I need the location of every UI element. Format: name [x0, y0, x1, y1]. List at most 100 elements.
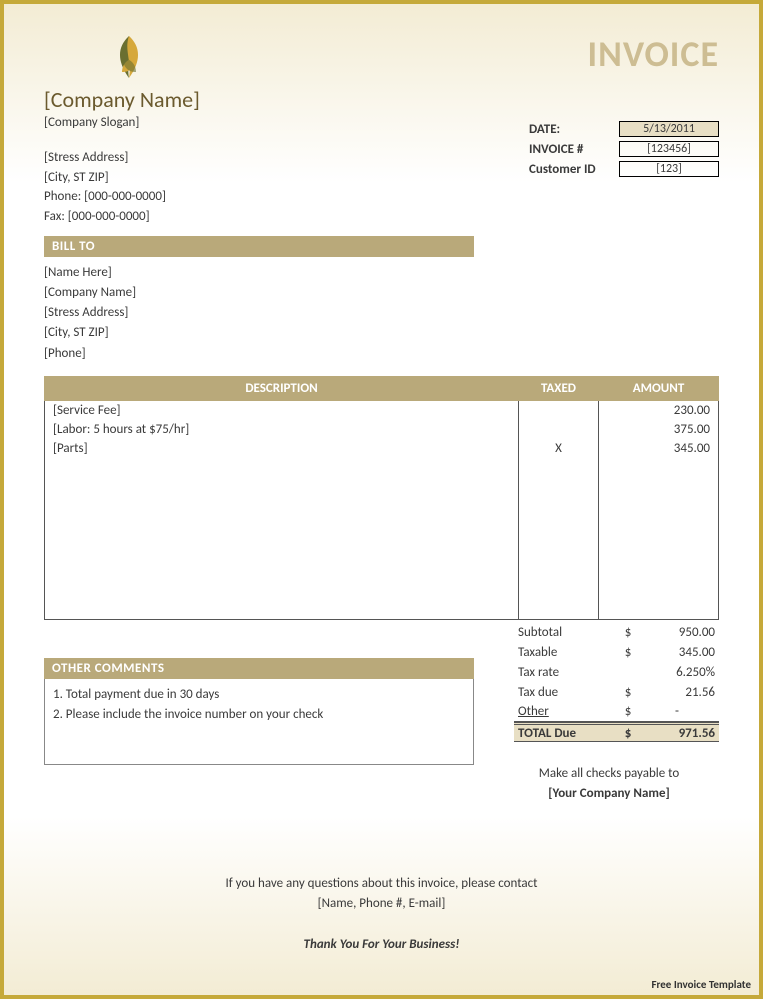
cell-description	[45, 458, 519, 476]
other-label: Other	[514, 704, 617, 719]
cell-amount	[599, 458, 719, 476]
col-amount: AMOUNT	[599, 376, 719, 400]
cell-taxed	[519, 420, 599, 439]
cell-amount	[599, 494, 719, 512]
footer-contact-2: [Name, Phone #, E-mail]	[4, 894, 759, 914]
taxable-currency: $	[617, 645, 639, 660]
subtotal-currency: $	[617, 625, 639, 640]
other-value: -	[639, 704, 719, 719]
cell-amount	[599, 530, 719, 548]
cell-taxed	[519, 512, 599, 530]
table-row: [Parts]X345.00	[45, 439, 719, 458]
bill-to-address: [Stress Address]	[44, 303, 719, 323]
from-phone: Phone: [000-000-0000]	[44, 187, 719, 207]
taxrate-row: Tax rate 6.250%	[514, 662, 719, 682]
invoice-page: [Company Name] [Company Slogan] INVOICE …	[0, 0, 763, 999]
comments-heading: OTHER COMMENTS	[44, 658, 474, 679]
template-credit: Free Invoice Template	[651, 978, 751, 991]
cell-taxed	[519, 400, 599, 420]
taxable-row: Taxable $ 345.00	[514, 642, 719, 662]
payable-line-2: [Your Company Name]	[499, 784, 719, 804]
cell-amount: 345.00	[599, 439, 719, 458]
company-slogan: [Company Slogan]	[44, 115, 200, 130]
subtotal-row: Subtotal $ 950.00	[514, 622, 719, 642]
from-fax: Fax: [000-000-0000]	[44, 207, 719, 227]
flame-leaf-icon	[104, 32, 154, 82]
cell-taxed	[519, 476, 599, 494]
header-row: [Company Name] [Company Slogan] INVOICE	[44, 32, 719, 130]
table-row: [Service Fee] 230.00	[45, 400, 719, 420]
company-name: [Company Name]	[44, 86, 200, 113]
cell-taxed: X	[519, 439, 599, 458]
table-row	[45, 602, 719, 620]
comments-box: 1. Total payment due in 30 days 2. Pleas…	[44, 679, 474, 765]
cell-amount	[599, 512, 719, 530]
taxable-value: 345.00	[639, 645, 719, 660]
cell-description: [Service Fee]	[45, 400, 519, 420]
comment-line-1: 1. Total payment due in 30 days	[53, 685, 465, 705]
footer-contact-1: If you have any questions about this inv…	[4, 874, 759, 894]
total-currency: $	[617, 726, 639, 741]
cell-description	[45, 584, 519, 602]
cell-description	[45, 602, 519, 620]
invoice-number-label: INVOICE #	[529, 142, 619, 157]
meta-customer-row: Customer ID [123]	[529, 159, 719, 179]
cell-amount	[599, 584, 719, 602]
summary-block: Subtotal $ 950.00 Taxable $ 345.00 Tax r…	[514, 622, 719, 742]
col-description: DESCRIPTION	[45, 376, 519, 400]
taxrate-value: 6.250%	[639, 665, 719, 680]
table-row	[45, 494, 719, 512]
table-row	[45, 584, 719, 602]
other-currency: $	[617, 704, 639, 719]
cell-description	[45, 512, 519, 530]
payable-block: Make all checks payable to [Your Company…	[499, 764, 719, 803]
col-taxed: TAXED	[519, 376, 599, 400]
cell-taxed	[519, 530, 599, 548]
table-row: [Labor: 5 hours at $75/hr] 375.00	[45, 420, 719, 439]
taxdue-row: Tax due $ 21.56	[514, 682, 719, 702]
total-label: TOTAL Due	[514, 726, 617, 741]
bill-to-heading: BILL TO	[44, 236, 474, 257]
total-value: 971.56	[639, 726, 719, 741]
total-due-row: TOTAL Due $ 971.56	[514, 722, 719, 742]
subtotal-label: Subtotal	[514, 625, 617, 640]
taxdue-value: 21.56	[639, 685, 719, 700]
taxdue-label: Tax due	[514, 685, 617, 700]
customer-id-value: [123]	[619, 161, 719, 177]
bill-to-block: [Name Here] [Company Name] [Stress Addre…	[44, 263, 719, 364]
date-label: DATE:	[529, 122, 619, 137]
table-row	[45, 476, 719, 494]
other-row: Other $ -	[514, 702, 719, 722]
cell-taxed	[519, 584, 599, 602]
cell-taxed	[519, 494, 599, 512]
bill-to-company: [Company Name]	[44, 283, 719, 303]
table-row	[45, 512, 719, 530]
meta-invoice-row: INVOICE # [123456]	[529, 139, 719, 159]
cell-amount	[599, 602, 719, 620]
comment-line-2: 2. Please include the invoice number on …	[53, 705, 465, 725]
date-value: 5/13/2011	[619, 121, 719, 137]
cell-taxed	[519, 602, 599, 620]
taxdue-currency: $	[617, 685, 639, 700]
cell-taxed	[519, 566, 599, 584]
subtotal-value: 950.00	[639, 625, 719, 640]
meta-date-row: DATE: 5/13/2011	[529, 119, 719, 139]
table-row	[45, 458, 719, 476]
bill-to-name: [Name Here]	[44, 263, 719, 283]
footer-thanks: Thank You For Your Business!	[4, 935, 759, 955]
cell-description	[45, 530, 519, 548]
taxable-label: Taxable	[514, 645, 617, 660]
invoice-number-value: [123456]	[619, 141, 719, 157]
cell-description	[45, 566, 519, 584]
customer-id-label: Customer ID	[529, 162, 619, 177]
cell-amount	[599, 548, 719, 566]
bill-to-phone: [Phone]	[44, 344, 719, 364]
cell-taxed	[519, 458, 599, 476]
cell-amount: 375.00	[599, 420, 719, 439]
cell-taxed	[519, 548, 599, 566]
other-comments-section: OTHER COMMENTS 1. Total payment due in 3…	[44, 658, 474, 765]
cell-description	[45, 476, 519, 494]
cell-description: [Labor: 5 hours at $75/hr]	[45, 420, 519, 439]
taxrate-label: Tax rate	[514, 665, 617, 680]
cell-amount: 230.00	[599, 400, 719, 420]
